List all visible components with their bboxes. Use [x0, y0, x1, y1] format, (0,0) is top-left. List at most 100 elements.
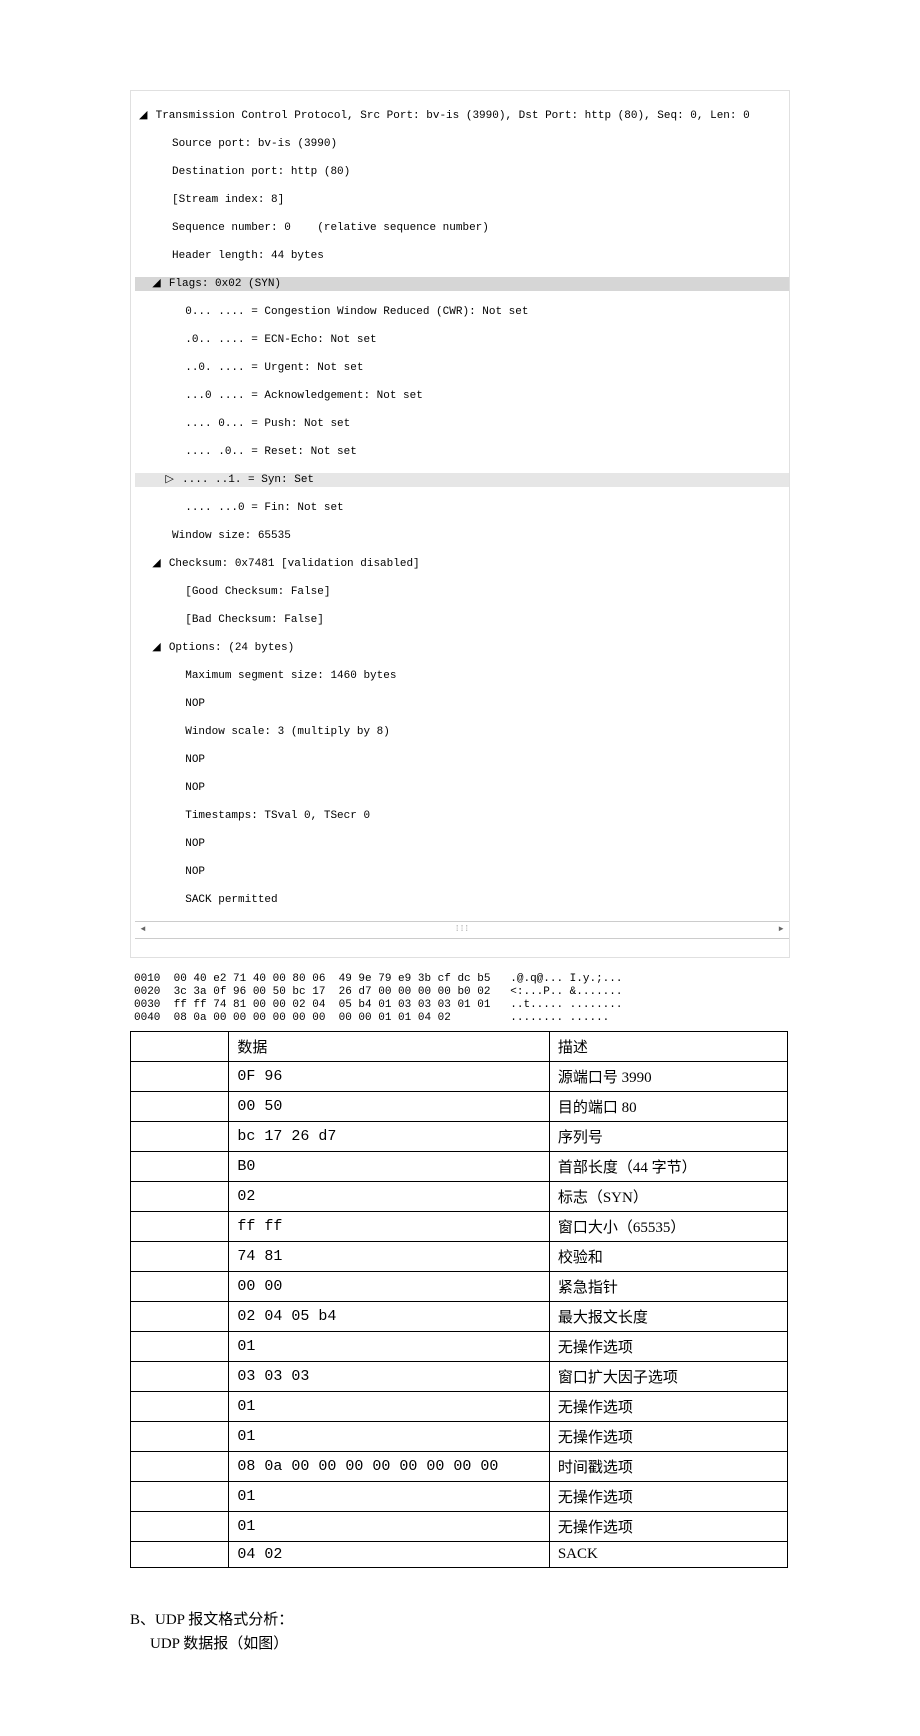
table-cell-blank	[131, 1422, 229, 1452]
bad-checksum-line[interactable]: [Bad Checksum: False]	[135, 613, 789, 627]
table-cell-blank	[131, 1182, 229, 1212]
table-row: ff ff窗口大小（65535）	[131, 1212, 788, 1242]
options-header-line[interactable]: ◢ Options: (24 bytes)	[135, 641, 789, 655]
table-row: B0首部长度（44 字节）	[131, 1152, 788, 1182]
table-cell-blank	[131, 1362, 229, 1392]
hex-row[interactable]: 0020 3c 3a 0f 96 00 50 bc 17 26 d7 00 00…	[134, 986, 622, 998]
expand-icon: ▷	[165, 473, 175, 487]
table-row: 03 03 03窗口扩大因子选项	[131, 1362, 788, 1392]
tcp-header-line[interactable]: ◢ Transmission Control Protocol, Src Por…	[135, 109, 789, 123]
table-row: 01无操作选项	[131, 1512, 788, 1542]
table-cell-desc: 无操作选项	[549, 1422, 787, 1452]
table-row: 01无操作选项	[131, 1482, 788, 1512]
table-cell-desc: 时间戳选项	[549, 1452, 787, 1482]
opt-mss-line[interactable]: Maximum segment size: 1460 bytes	[135, 669, 789, 683]
table-header-data: 数据	[229, 1032, 550, 1062]
table-cell-data: 00 00	[229, 1272, 550, 1302]
window-size-line[interactable]: Window size: 65535	[135, 529, 789, 543]
table-cell-blank	[131, 1212, 229, 1242]
table-cell-blank	[131, 1452, 229, 1482]
flag-psh-line[interactable]: .... 0... = Push: Not set	[135, 417, 789, 431]
table-cell-data: 00 50	[229, 1092, 550, 1122]
table-cell-desc: 标志（SYN）	[549, 1182, 787, 1212]
table-row: 02 04 05 b4最大报文长度	[131, 1302, 788, 1332]
flag-fin-line[interactable]: .... ...0 = Fin: Not set	[135, 501, 789, 515]
table-cell-desc: 无操作选项	[549, 1332, 787, 1362]
table-cell-data: 01	[229, 1422, 550, 1452]
hex-row[interactable]: 0030 ff ff 74 81 00 00 02 04 05 b4 01 03…	[134, 999, 622, 1011]
opt-nop-line[interactable]: NOP	[135, 753, 789, 767]
table-header-desc: 描述	[549, 1032, 787, 1062]
checksum-line[interactable]: ◢ Checksum: 0x7481 [validation disabled]	[135, 557, 789, 571]
opt-ts-line[interactable]: Timestamps: TSval 0, TSecr 0	[135, 809, 789, 823]
seq-num-line[interactable]: Sequence number: 0 (relative sequence nu…	[135, 221, 789, 235]
table-row: 00 00紧急指针	[131, 1272, 788, 1302]
table-cell-blank	[131, 1482, 229, 1512]
table-cell-blank	[131, 1272, 229, 1302]
table-cell-desc: 校验和	[549, 1242, 787, 1272]
table-cell-blank	[131, 1302, 229, 1332]
table-row: 01无操作选项	[131, 1332, 788, 1362]
table-cell-desc: 源端口号 3990	[549, 1062, 787, 1092]
horizontal-scrollbar[interactable]: ◄ ⁞⁞⁞ ►	[135, 921, 789, 939]
flag-rst-line[interactable]: .... .0.. = Reset: Not set	[135, 445, 789, 459]
table-cell-data: bc 17 26 d7	[229, 1122, 550, 1152]
scroll-right-icon[interactable]: ►	[773, 922, 789, 938]
scroll-track[interactable]: ⁞⁞⁞	[151, 922, 773, 938]
flags-header-line[interactable]: ◢ Flags: 0x02 (SYN)	[135, 277, 789, 291]
table-cell-desc: 无操作选项	[549, 1512, 787, 1542]
table-cell-data: 02 04 05 b4	[229, 1302, 550, 1332]
table-row: bc 17 26 d7序列号	[131, 1122, 788, 1152]
table-cell-data: 74 81	[229, 1242, 550, 1272]
table-cell-desc: SACK	[549, 1542, 787, 1568]
table-cell-data: 04 02	[229, 1542, 550, 1568]
table-row: 08 0a 00 00 00 00 00 00 00 00时间戳选项	[131, 1452, 788, 1482]
opt-nop-line[interactable]: NOP	[135, 781, 789, 795]
table-row: 00 50目的端口 80	[131, 1092, 788, 1122]
flag-urg-line[interactable]: ..0. .... = Urgent: Not set	[135, 361, 789, 375]
good-checksum-line[interactable]: [Good Checksum: False]	[135, 585, 789, 599]
table-cell-blank	[131, 1032, 229, 1062]
table-cell-desc: 窗口大小（65535）	[549, 1212, 787, 1242]
src-port-line[interactable]: Source port: bv-is (3990)	[135, 137, 789, 151]
table-cell-data: 01	[229, 1332, 550, 1362]
table-row: 0F 96源端口号 3990	[131, 1062, 788, 1092]
table-cell-data: 01	[229, 1512, 550, 1542]
collapse-icon: ◢	[152, 277, 162, 291]
table-cell-blank	[131, 1122, 229, 1152]
table-cell-blank	[131, 1152, 229, 1182]
table-cell-blank	[131, 1092, 229, 1122]
stream-index-line[interactable]: [Stream index: 8]	[135, 193, 789, 207]
hex-row[interactable]: 0040 08 0a 00 00 00 00 00 00 00 00 01 01…	[134, 1012, 609, 1024]
scroll-left-icon[interactable]: ◄	[135, 922, 151, 938]
table-cell-blank	[131, 1512, 229, 1542]
opt-nop-line[interactable]: NOP	[135, 697, 789, 711]
flag-ack-line[interactable]: ...0 .... = Acknowledgement: Not set	[135, 389, 789, 403]
table-cell-data: 0F 96	[229, 1062, 550, 1092]
opt-sack-line[interactable]: SACK permitted	[135, 893, 789, 907]
table-cell-blank	[131, 1542, 229, 1568]
table-row: 74 81校验和	[131, 1242, 788, 1272]
opt-nop-line[interactable]: NOP	[135, 837, 789, 851]
udp-caption: UDP 数据报（如图）	[130, 1632, 920, 1656]
opt-wscale-line[interactable]: Window scale: 3 (multiply by 8)	[135, 725, 789, 739]
flag-syn-line[interactable]: ▷ .... ..1. = Syn: Set	[135, 473, 789, 487]
table-row: 04 02SACK	[131, 1542, 788, 1568]
flag-ecn-line[interactable]: .0.. .... = ECN-Echo: Not set	[135, 333, 789, 347]
flag-cwr-line[interactable]: 0... .... = Congestion Window Reduced (C…	[135, 305, 789, 319]
header-len-line[interactable]: Header length: 44 bytes	[135, 249, 789, 263]
table-header-row: 数据 描述	[131, 1032, 788, 1062]
table-cell-desc: 目的端口 80	[549, 1092, 787, 1122]
table-row: 02标志（SYN）	[131, 1182, 788, 1212]
opt-nop-line[interactable]: NOP	[135, 865, 789, 879]
table-cell-blank	[131, 1242, 229, 1272]
dst-port-line[interactable]: Destination port: http (80)	[135, 165, 789, 179]
table-cell-desc: 无操作选项	[549, 1392, 787, 1422]
table-cell-desc: 紧急指针	[549, 1272, 787, 1302]
table-cell-blank	[131, 1332, 229, 1362]
hex-row[interactable]: 0010 00 40 e2 71 40 00 80 06 49 9e 79 e9…	[134, 973, 622, 985]
table-cell-desc: 无操作选项	[549, 1482, 787, 1512]
table-row: 01无操作选项	[131, 1392, 788, 1422]
section-b-heading: B、UDP 报文格式分析：	[130, 1608, 920, 1632]
table-row: 01无操作选项	[131, 1422, 788, 1452]
